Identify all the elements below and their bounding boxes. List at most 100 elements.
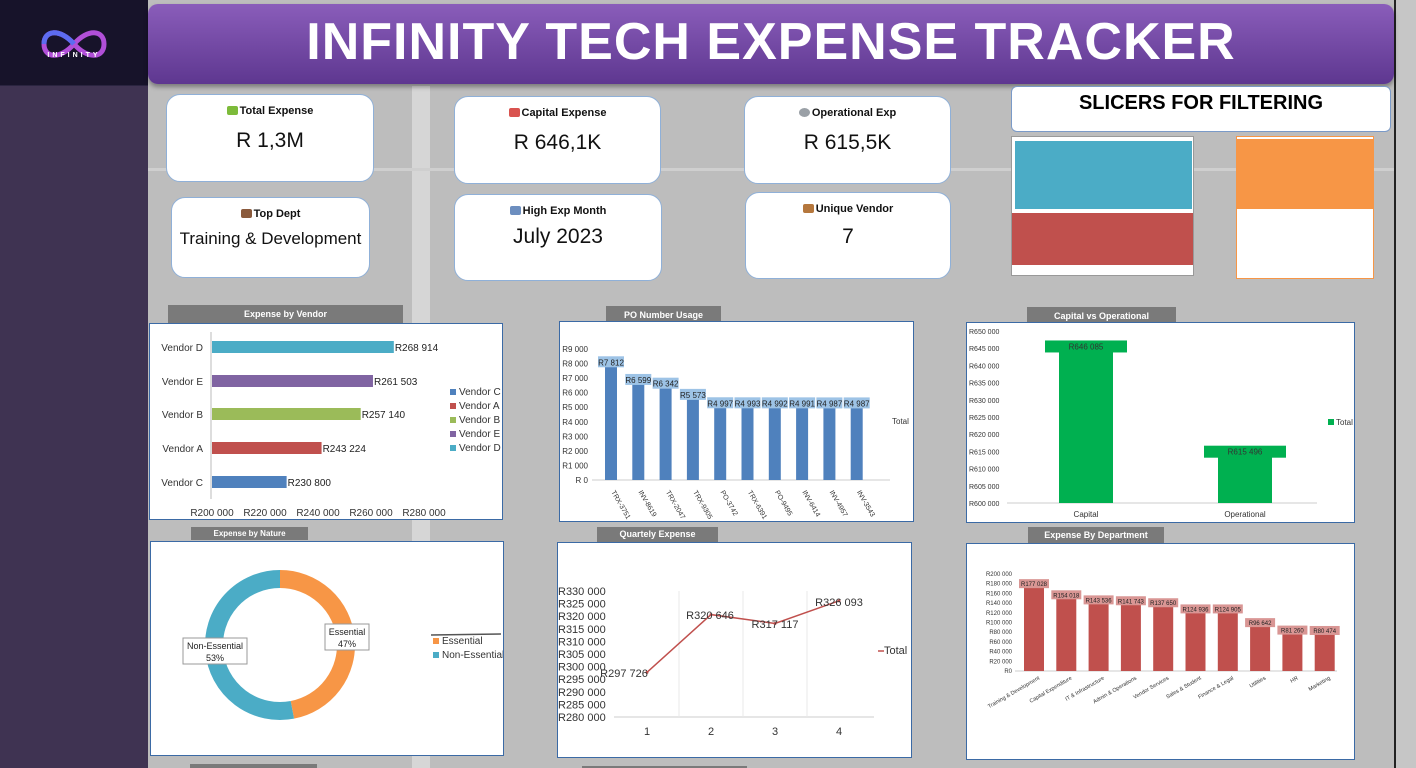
bar — [1250, 624, 1271, 671]
po-bar-chart: R 0 R1 000 R2 000 R3 000 R4 000 R5 000 R6 000 R… — [562, 345, 909, 521]
slicer-department[interactable] — [1012, 213, 1193, 265]
data-label: R243 224 — [323, 444, 367, 455]
data-label-box — [625, 373, 652, 385]
axis-tick-label: 3 — [772, 726, 778, 738]
bar — [1120, 602, 1141, 671]
bar — [1218, 449, 1272, 503]
axis-tick-label: R625 000 — [969, 415, 999, 422]
bar — [212, 341, 394, 353]
axis-tick-label: R140 000 — [986, 601, 1013, 607]
bar — [796, 407, 809, 480]
chart-tab-partial — [190, 764, 317, 768]
axis-tick-label: TRX-3751 — [609, 490, 631, 521]
chart-po: R 0 R1 000 R2 000 R3 000 R4 000 R5 000 R6 000 R… — [559, 321, 914, 522]
data-label-box — [1083, 595, 1114, 605]
data-label-box — [816, 397, 843, 409]
axis-tick-label: R40 000 — [989, 650, 1012, 656]
nature-donut-chart: Essential 47% Non-Essential 53% Essential Non… — [182, 570, 504, 720]
legend-entry: Vendor E — [459, 429, 500, 440]
legend-swatch — [433, 652, 439, 658]
data-label-box — [761, 397, 788, 409]
bar — [1153, 604, 1174, 671]
bar — [714, 407, 727, 480]
axis-tick-label: PO-3742 — [718, 490, 738, 518]
axis-tick-label: R100 000 — [986, 621, 1013, 627]
kpi-label: Top Dept — [253, 208, 301, 220]
legend-entry: Total — [1336, 418, 1353, 427]
department-bar-chart: R0 R20 000 R40 000 R60 000 R80 000 R100 000 R1… — [986, 572, 1340, 710]
data-label-box — [1277, 625, 1308, 635]
data-label: R4 993 — [735, 399, 761, 408]
data-label: R615 496 — [1228, 448, 1263, 457]
right-scroll-edge[interactable] — [1394, 0, 1416, 768]
chart-title: Expense by Vendor — [168, 305, 403, 324]
slicer-nature[interactable] — [1237, 139, 1373, 209]
axis-tick-label: R3 000 — [562, 432, 588, 441]
axis-tick-label: R295 000 — [558, 674, 606, 686]
kpi-total-expense: Total Expense R 1,3M — [166, 94, 374, 182]
chart-quarterly: R280 000 R285 000 R290 000 R295 000 R300 000… — [557, 542, 912, 758]
axis-tick-label: R200 000 — [190, 508, 234, 519]
data-label-box — [1245, 618, 1276, 628]
axis-tick-label: R4 000 — [562, 418, 588, 427]
axis-tick-label: 4 — [836, 726, 842, 738]
slicer-date[interactable] — [1015, 141, 1192, 209]
axis-tick-label: R120 000 — [986, 611, 1013, 617]
kpi-high-exp-month: High Exp Month July 2023 — [454, 194, 662, 281]
data-label: R4 997 — [707, 399, 733, 408]
legend-entry: Vendor D — [459, 443, 501, 454]
data-label: R646 085 — [1069, 342, 1104, 351]
sidebar: INFINITY — [0, 0, 148, 768]
data-label-box — [598, 356, 624, 368]
title-banner: INFINITY TECH EXPENSE TRACKER — [148, 4, 1394, 84]
chart-title: Expense By Department — [1028, 527, 1164, 544]
axis-tick-label: R0 — [1004, 669, 1012, 675]
axis-tick-label: R20 000 — [989, 659, 1012, 665]
data-label-box — [843, 397, 870, 409]
data-label: R80 474 — [1313, 629, 1336, 635]
data-label: R297 726 — [600, 668, 648, 680]
axis-tick-label: INV-3543 — [855, 490, 876, 519]
axis-tick-label: R650 000 — [969, 329, 999, 336]
axis-tick-label: R310 000 — [558, 636, 606, 648]
data-label: R320 646 — [686, 610, 734, 622]
axis-tick-label: R180 000 — [986, 582, 1013, 588]
kpi-value: Training & Development — [179, 229, 362, 248]
data-label-box — [1204, 445, 1286, 458]
gear-icon — [798, 108, 810, 117]
data-label: R141 743 — [1118, 599, 1145, 605]
data-label-box — [652, 377, 679, 389]
bar — [1282, 631, 1303, 671]
chart-tab-partial — [582, 766, 747, 768]
axis-tick-label: R330 000 — [558, 586, 606, 598]
logo: INFINITY — [0, 0, 148, 86]
slicer-panel — [1011, 136, 1194, 276]
calendar-icon — [509, 206, 521, 215]
legend-entry: Vendor C — [459, 387, 501, 398]
data-label: R317 117 — [752, 619, 799, 631]
data-label-box — [1051, 590, 1082, 600]
axis-tick-label: Vendor A — [162, 444, 203, 455]
axis-tick-label: R9 000 — [562, 345, 588, 354]
data-label-box — [1212, 604, 1243, 614]
chart-title: PO Number Usage — [606, 306, 721, 325]
kpi-capital-expense: Capital Expense R 646,1K — [454, 96, 661, 184]
legend-swatch — [433, 638, 439, 644]
bar — [1314, 631, 1335, 671]
axis-tick-label: R260 000 — [349, 508, 393, 519]
data-label-box — [679, 388, 706, 400]
kpi-value: 7 — [842, 225, 854, 248]
data-label-box — [324, 623, 370, 651]
data-label: R81 260 — [1281, 629, 1304, 635]
legend-entry: Non-Essential — [442, 650, 503, 661]
data-label: R230 800 — [288, 478, 332, 489]
axis-tick-label: R60 000 — [989, 640, 1012, 646]
legend-entry: Total — [892, 417, 909, 426]
axis-tick-label: Vendor E — [162, 377, 203, 388]
bar — [768, 407, 781, 480]
legend-swatch — [1328, 419, 1334, 425]
axis-tick-label: R645 000 — [969, 346, 999, 353]
data-label: R7 812 — [598, 358, 624, 367]
